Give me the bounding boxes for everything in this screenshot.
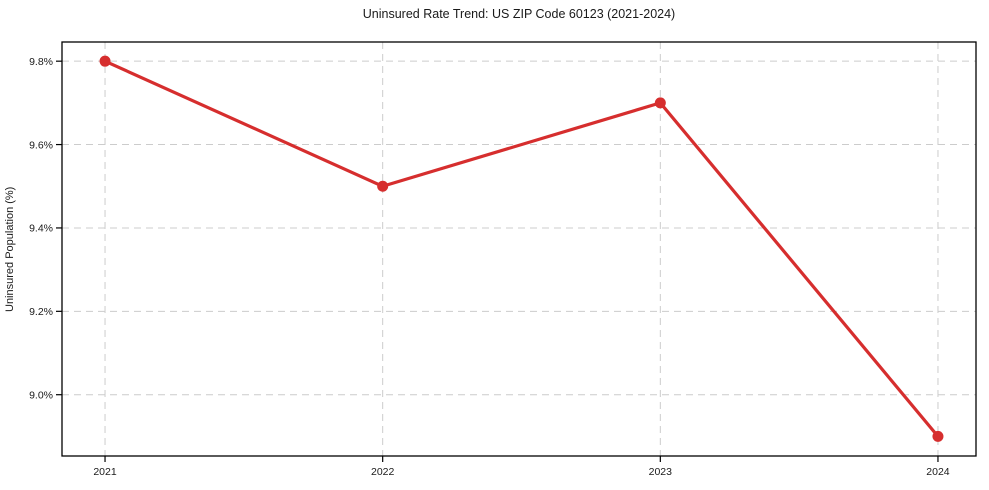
y-tick-label: 9.2% bbox=[29, 306, 53, 318]
y-tick-label: 9.6% bbox=[29, 139, 53, 151]
data-point-marker bbox=[654, 97, 666, 109]
x-tick-label: 2022 bbox=[371, 466, 395, 478]
y-tick-label: 9.8% bbox=[29, 56, 53, 68]
x-tick-label: 2024 bbox=[926, 466, 950, 478]
y-tick-label: 9.0% bbox=[29, 390, 53, 402]
chart-title: Uninsured Rate Trend: US ZIP Code 60123 … bbox=[362, 7, 676, 21]
x-tick-label: 2021 bbox=[93, 466, 117, 478]
x-tick-label: 2023 bbox=[649, 466, 673, 478]
data-point-marker bbox=[932, 430, 944, 442]
data-point-marker bbox=[377, 180, 389, 192]
plot-border bbox=[61, 41, 977, 457]
y-tick-label: 9.4% bbox=[29, 223, 53, 235]
data-point-marker bbox=[99, 55, 111, 67]
trend-line bbox=[103, 59, 940, 439]
